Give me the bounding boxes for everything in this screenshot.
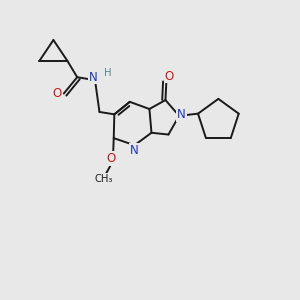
Text: N: N xyxy=(177,108,186,121)
Text: O: O xyxy=(165,70,174,83)
Text: N: N xyxy=(89,71,98,84)
Text: H: H xyxy=(104,68,112,78)
Text: CH₃: CH₃ xyxy=(95,174,113,184)
Text: O: O xyxy=(52,87,62,100)
Text: O: O xyxy=(107,152,116,165)
Text: N: N xyxy=(130,144,139,157)
